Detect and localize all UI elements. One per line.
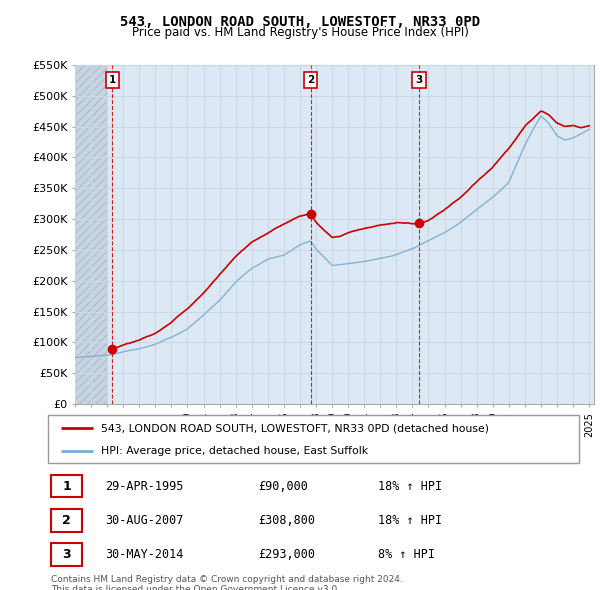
Bar <box>75 65 107 404</box>
Text: HPI: Average price, detached house, East Suffolk: HPI: Average price, detached house, East… <box>101 446 368 456</box>
FancyBboxPatch shape <box>48 415 579 463</box>
Text: 3: 3 <box>415 75 422 85</box>
Text: 18% ↑ HPI: 18% ↑ HPI <box>378 514 442 527</box>
Text: 2: 2 <box>62 514 71 527</box>
Text: 30-MAY-2014: 30-MAY-2014 <box>105 548 184 561</box>
Text: 2: 2 <box>307 75 314 85</box>
Text: £90,000: £90,000 <box>258 480 308 493</box>
Text: 30-AUG-2007: 30-AUG-2007 <box>105 514 184 527</box>
Text: £293,000: £293,000 <box>258 548 315 561</box>
Text: 29-APR-1995: 29-APR-1995 <box>105 480 184 493</box>
Text: 3: 3 <box>62 548 71 561</box>
Text: Price paid vs. HM Land Registry's House Price Index (HPI): Price paid vs. HM Land Registry's House … <box>131 26 469 39</box>
Text: 1: 1 <box>62 480 71 493</box>
Text: 1: 1 <box>109 75 116 85</box>
Text: 543, LONDON ROAD SOUTH, LOWESTOFT, NR33 0PD (detached house): 543, LONDON ROAD SOUTH, LOWESTOFT, NR33 … <box>101 423 489 433</box>
Text: 543, LONDON ROAD SOUTH, LOWESTOFT, NR33 0PD: 543, LONDON ROAD SOUTH, LOWESTOFT, NR33 … <box>120 15 480 29</box>
Text: £308,800: £308,800 <box>258 514 315 527</box>
Text: 18% ↑ HPI: 18% ↑ HPI <box>378 480 442 493</box>
Text: 8% ↑ HPI: 8% ↑ HPI <box>378 548 435 561</box>
Text: Contains HM Land Registry data © Crown copyright and database right 2024.
This d: Contains HM Land Registry data © Crown c… <box>51 575 403 590</box>
